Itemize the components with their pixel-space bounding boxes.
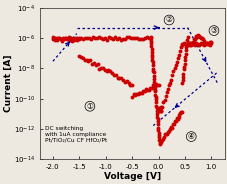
- X-axis label: Voltage [V]: Voltage [V]: [103, 171, 160, 181]
- Y-axis label: Current [A]: Current [A]: [3, 55, 12, 112]
- Text: ②: ②: [165, 15, 172, 24]
- Text: ①: ①: [86, 102, 93, 111]
- Text: ④: ④: [187, 132, 194, 141]
- Text: DC switching
with 1uA compliance
Pt/TiO₂/Cu CF HfO₂/Pt: DC switching with 1uA compliance Pt/TiO₂…: [45, 126, 107, 143]
- Text: ③: ③: [210, 26, 217, 35]
